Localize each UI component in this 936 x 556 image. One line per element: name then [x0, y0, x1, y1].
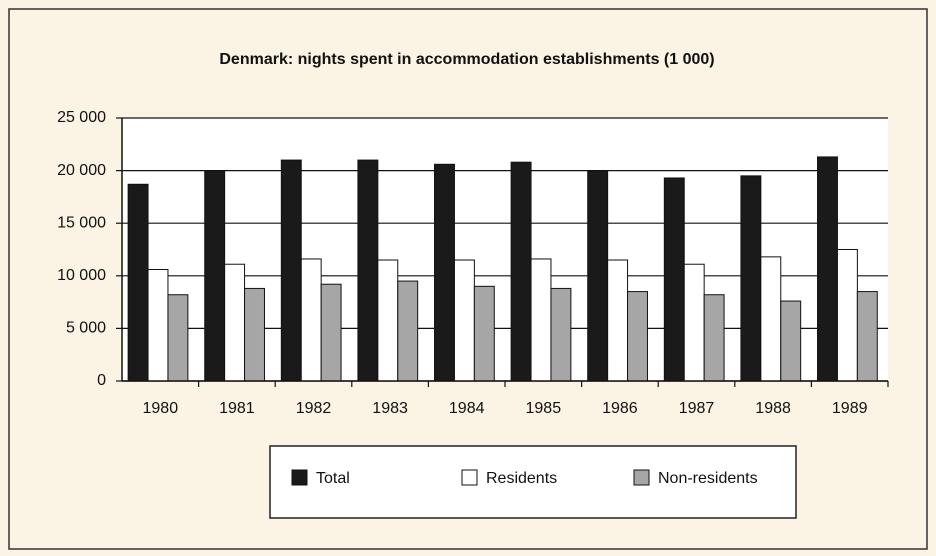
x-tick-label: 1989	[832, 400, 868, 417]
bar	[377, 259, 399, 382]
bar	[587, 170, 609, 382]
y-tick-label: 25 000	[57, 109, 106, 126]
y-tick-label: 0	[97, 372, 106, 389]
y-tick-label: 10 000	[57, 267, 106, 284]
bar	[760, 256, 782, 382]
bar	[683, 263, 705, 382]
bar	[530, 258, 552, 382]
x-tick-label: 1981	[219, 400, 255, 417]
legend-label: Total	[316, 470, 350, 487]
x-tick-label: 1986	[602, 400, 638, 417]
legend-swatch	[461, 469, 478, 486]
x-tick-label: 1987	[679, 400, 715, 417]
chart-title: Denmark: nights spent in accommodation e…	[219, 51, 714, 68]
y-tick-label: 5 000	[66, 320, 106, 337]
bar	[607, 259, 629, 382]
bar	[703, 294, 725, 382]
bar	[224, 263, 246, 382]
bar	[817, 156, 838, 382]
legend-label: Residents	[486, 470, 557, 487]
x-tick-label: 1980	[143, 400, 179, 417]
bar	[244, 287, 265, 382]
bar	[836, 249, 858, 382]
bar	[780, 300, 802, 382]
bar	[397, 280, 419, 382]
bar	[550, 287, 572, 382]
bar	[627, 291, 648, 382]
bar	[300, 258, 322, 382]
legend-swatch	[633, 469, 650, 486]
bar	[320, 283, 342, 382]
x-tick-label: 1988	[755, 400, 791, 417]
bar	[357, 159, 379, 382]
legend	[269, 445, 797, 519]
bar	[434, 163, 455, 382]
x-tick-label: 1985	[526, 400, 562, 417]
bar	[147, 268, 169, 382]
bar	[127, 183, 149, 382]
bar	[856, 291, 878, 382]
legend-label: Non-residents	[658, 470, 758, 487]
bar	[473, 285, 495, 382]
bar	[167, 294, 189, 382]
x-tick-label: 1982	[296, 400, 332, 417]
x-tick-label: 1983	[372, 400, 408, 417]
bar	[204, 170, 226, 382]
bar	[740, 175, 762, 382]
y-tick-label: 15 000	[57, 214, 106, 231]
bar	[510, 161, 532, 382]
y-tick-label: 20 000	[57, 162, 106, 179]
bar	[280, 159, 302, 382]
x-tick-label: 1984	[449, 400, 485, 417]
bar	[663, 177, 685, 382]
bar	[453, 259, 475, 382]
legend-swatch	[291, 469, 308, 486]
